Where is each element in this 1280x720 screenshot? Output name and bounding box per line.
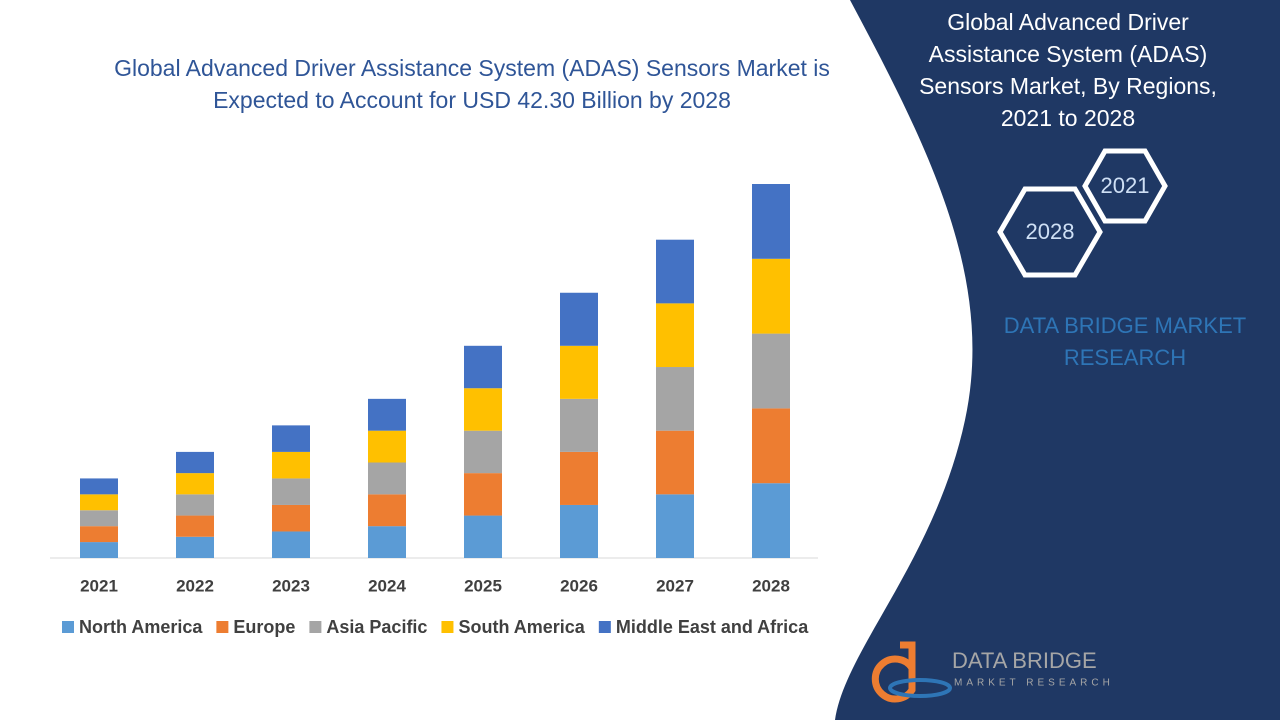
bar-segment (656, 239, 694, 304)
bar-segment (80, 478, 118, 495)
bar-segment (560, 292, 598, 346)
bar-segment (560, 504, 598, 558)
bar-segment (80, 526, 118, 543)
legend-label: Middle East and Africa (616, 617, 809, 637)
bar-segment (752, 333, 790, 409)
bar-segment (752, 408, 790, 484)
sidebar-title: Global Advanced Driver Assistance System… (919, 9, 1217, 131)
x-tick-label: 2027 (656, 576, 694, 595)
bar-segment (656, 303, 694, 368)
bar-segment (176, 536, 214, 558)
hexagon (1082, 148, 1168, 224)
legend-label: North America (79, 617, 203, 637)
bar-segment (752, 483, 790, 558)
bar-segment (560, 398, 598, 452)
bar-segment (656, 494, 694, 558)
hexagon (997, 186, 1103, 278)
legend-swatch (598, 621, 611, 633)
hexagon-label: 2021 (1101, 173, 1150, 198)
bar-segment (464, 515, 502, 558)
bar-segment (464, 473, 502, 516)
x-tick-label: 2025 (464, 576, 502, 595)
bar-segment (560, 451, 598, 505)
x-tick-label: 2021 (80, 576, 118, 595)
bar-segment (176, 515, 214, 537)
logo-name: DATA BRIDGE (952, 648, 1097, 673)
bar-segment (80, 510, 118, 527)
bar-segment (464, 430, 502, 474)
bar-segment (272, 451, 310, 479)
bar-segment (464, 345, 502, 389)
x-tick-label: 2022 (176, 576, 214, 595)
legend-label: Europe (233, 617, 295, 637)
bar-segment (368, 462, 406, 495)
hexagon-label: 2028 (1026, 219, 1075, 244)
legend-label: South America (458, 617, 585, 637)
legend-label: Asia Pacific (326, 617, 427, 637)
x-tick-label: 2026 (560, 576, 598, 595)
x-tick-label: 2028 (752, 576, 790, 595)
bar-segment (656, 430, 694, 495)
x-tick-label: 2023 (272, 576, 310, 595)
bar-segment (176, 451, 214, 474)
bar-segment (176, 494, 214, 516)
brand-text: DATA BRIDGE MARKET RESEARCH (1003, 313, 1247, 370)
legend-swatch (216, 621, 229, 633)
bar-segment (80, 494, 118, 511)
bar-segment (656, 367, 694, 431)
sidebar-background (835, 0, 1280, 720)
bar-segment (272, 504, 310, 532)
chart-title: Global Advanced Driver Assistance System… (114, 55, 830, 113)
bar-segment (368, 398, 406, 431)
bar-segment (272, 478, 310, 505)
legend-swatch (441, 621, 454, 633)
bar-segment (368, 526, 406, 558)
legend-swatch (309, 621, 322, 633)
x-tick-label: 2024 (368, 576, 406, 595)
legend-swatch (62, 621, 74, 633)
logo-mark (888, 678, 952, 698)
bar-segment (80, 542, 118, 558)
bar-segment (752, 184, 790, 259)
bar-segment (560, 345, 598, 399)
bar-segment (272, 425, 310, 452)
bar-segment (368, 494, 406, 527)
bar-segment (368, 430, 406, 463)
bar-segment (176, 473, 214, 495)
bar-segment (752, 258, 790, 334)
bar-segment (272, 531, 310, 558)
bar-segment (464, 388, 502, 431)
logo-tagline: MARKET RESEARCH (954, 678, 1114, 689)
